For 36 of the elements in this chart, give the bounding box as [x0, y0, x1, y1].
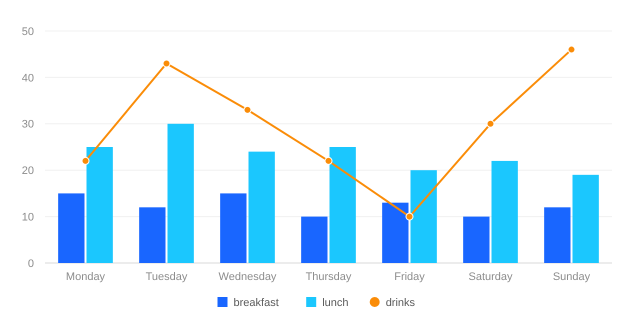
point: [486, 120, 494, 128]
bar: [139, 207, 166, 263]
point: [324, 156, 332, 165]
legend-label: lunch: [322, 296, 348, 309]
bar: [410, 170, 437, 263]
bar: [330, 147, 356, 263]
y-tick-label: 0: [28, 258, 34, 270]
legend-label: breakfast: [234, 296, 279, 309]
bar: [572, 174, 599, 263]
bar: [86, 147, 113, 263]
x-tick-label: Sunday: [552, 271, 591, 283]
bar: [301, 216, 328, 263]
bar: [58, 193, 84, 263]
bar: [382, 202, 408, 263]
point: [82, 156, 90, 165]
x-tick-label: Wednesday: [218, 271, 277, 283]
bar: [492, 160, 518, 263]
bar: [544, 207, 570, 263]
point: [568, 46, 576, 54]
x-tick-label: Saturday: [468, 271, 514, 283]
bar: [463, 216, 490, 263]
bar: [168, 124, 194, 263]
bar: [248, 152, 275, 263]
x-tick-label: Friday: [394, 271, 426, 283]
x-tick-label: Tuesday: [146, 271, 188, 283]
point: [406, 212, 414, 221]
y-tick-label: 50: [22, 26, 34, 38]
x-tick-label: Thursday: [306, 271, 352, 283]
y-tick-label: 40: [22, 72, 34, 84]
y-tick-label: 20: [22, 165, 34, 178]
y-tick-label: 10: [22, 211, 34, 224]
y-tick-label: 30: [22, 118, 34, 131]
bar: [220, 193, 246, 263]
point: [244, 106, 252, 114]
x-tick-label: Monday: [66, 271, 106, 283]
legend-label: drinks: [386, 296, 416, 309]
